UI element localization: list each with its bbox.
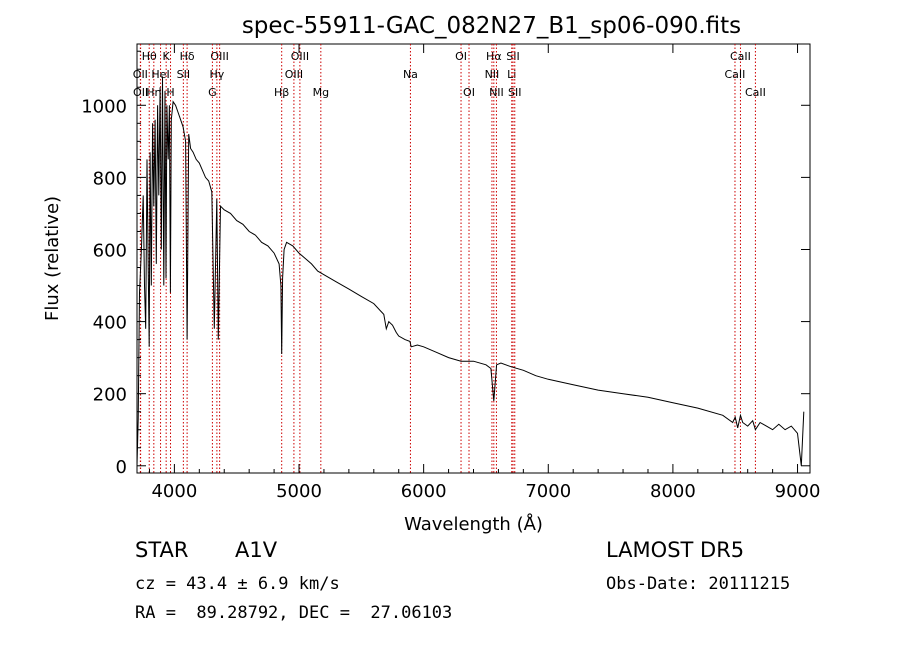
x-tick-label-1: 5000	[276, 481, 322, 502]
line-marker-label-0: Hθ	[142, 50, 157, 63]
y-tick-label-3: 600	[93, 240, 127, 261]
chart-title: spec-55911-GAC_082N27_B1_sp06-090.fits	[242, 13, 741, 39]
redshift-readout: cz = 43.4 ± 6.9 km/s	[135, 574, 340, 594]
line-marker-label-25: CaII	[730, 50, 751, 63]
line-marker-label-24: SII	[508, 86, 521, 99]
line-marker-label-7: Hδ	[180, 50, 195, 63]
line-marker-label-1: OII	[133, 68, 148, 81]
line-marker-label-13: OIII	[291, 50, 309, 63]
line-marker-label-11: G	[208, 86, 217, 99]
line-marker-label-6: H	[166, 86, 174, 99]
survey-label: LAMOST DR5	[606, 538, 745, 562]
y-tick-label-2: 400	[93, 313, 127, 334]
x-axis-label: Wavelength (Å)	[404, 513, 543, 535]
y-tick-label-0: 0	[116, 457, 127, 478]
line-marker-label-20: NII	[485, 68, 500, 81]
object-class: STAR	[135, 538, 189, 562]
line-marker-label-5: K	[163, 50, 171, 63]
x-tick-label-5: 9000	[775, 481, 821, 502]
spectrum-line	[136, 76, 805, 466]
x-tick-label-0: 4000	[151, 481, 197, 502]
y-axis-label: Flux (relative)	[42, 196, 63, 321]
x-tick-label-2: 6000	[401, 481, 447, 502]
line-marker-label-2: OII	[133, 86, 148, 99]
x-tick-label-3: 7000	[525, 481, 571, 502]
line-marker-label-21: NII	[489, 86, 504, 99]
line-marker-label-15: Mg	[313, 86, 329, 99]
spectral-subclass: A1V	[235, 538, 278, 562]
line-marker-label-27: CaII	[745, 86, 766, 99]
line-marker-label-22: SII	[506, 50, 519, 63]
observation-date: Obs-Date: 20111215	[606, 574, 791, 594]
x-tick-label-4: 8000	[650, 481, 696, 502]
line-marker-label-16: Na	[403, 68, 418, 81]
line-marker-label-14: OIII	[285, 68, 303, 81]
coordinates-readout: RA = 89.28792, DEC = 27.06103	[135, 603, 453, 623]
line-marker-label-19: Hα	[486, 50, 502, 63]
y-tick-label-1: 200	[93, 385, 127, 406]
plot-frame	[136, 43, 811, 474]
line-marker-label-17: OI	[455, 50, 467, 63]
line-marker-label-12: Hβ	[274, 86, 289, 99]
line-marker-label-18: OI	[463, 86, 475, 99]
line-marker-label-23: Li	[507, 68, 516, 81]
line-marker-label-10: Hγ	[209, 68, 224, 81]
line-marker-label-4: HeI	[151, 68, 169, 81]
line-marker-label-26: CaII	[725, 68, 746, 81]
line-marker-label-8: SII	[177, 68, 190, 81]
y-tick-label-4: 800	[93, 168, 127, 189]
line-marker-label-3: Hη	[146, 86, 161, 99]
y-tick-label-5: 1000	[81, 96, 127, 117]
line-marker-label-9: OIII	[210, 50, 228, 63]
